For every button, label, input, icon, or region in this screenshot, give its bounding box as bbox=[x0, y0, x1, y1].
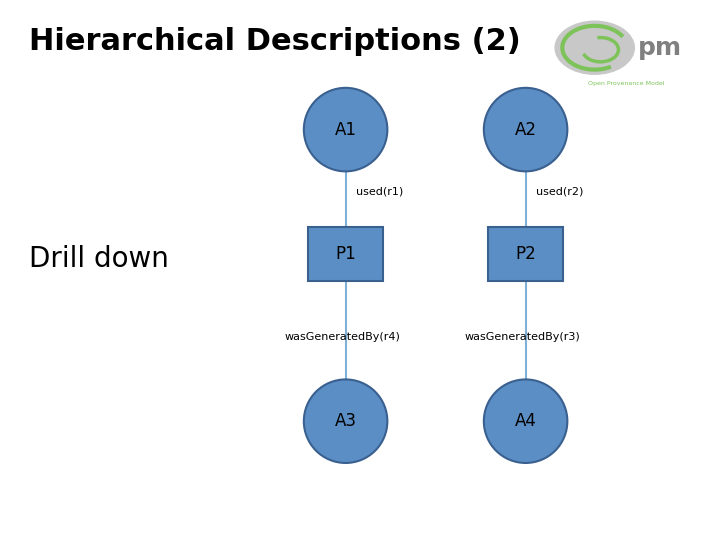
Text: Hierarchical Descriptions (2): Hierarchical Descriptions (2) bbox=[29, 27, 521, 56]
Text: A2: A2 bbox=[515, 120, 536, 139]
Ellipse shape bbox=[484, 380, 567, 463]
Text: A1: A1 bbox=[335, 120, 356, 139]
Ellipse shape bbox=[484, 88, 567, 171]
Circle shape bbox=[554, 21, 635, 75]
FancyBboxPatch shape bbox=[308, 227, 383, 281]
Text: P1: P1 bbox=[336, 245, 356, 263]
Text: Drill down: Drill down bbox=[29, 245, 168, 273]
Ellipse shape bbox=[304, 88, 387, 171]
Text: used(r2): used(r2) bbox=[536, 187, 584, 197]
Text: A3: A3 bbox=[335, 412, 356, 430]
Text: A4: A4 bbox=[515, 412, 536, 430]
Text: wasGeneratedBy(r4): wasGeneratedBy(r4) bbox=[284, 333, 400, 342]
Text: pm: pm bbox=[638, 36, 682, 60]
Text: Open Provenance Model: Open Provenance Model bbox=[588, 81, 665, 86]
Text: P2: P2 bbox=[516, 245, 536, 263]
Text: used(r1): used(r1) bbox=[356, 187, 404, 197]
FancyBboxPatch shape bbox=[488, 227, 563, 281]
Text: wasGeneratedBy(r3): wasGeneratedBy(r3) bbox=[464, 333, 580, 342]
Ellipse shape bbox=[304, 380, 387, 463]
